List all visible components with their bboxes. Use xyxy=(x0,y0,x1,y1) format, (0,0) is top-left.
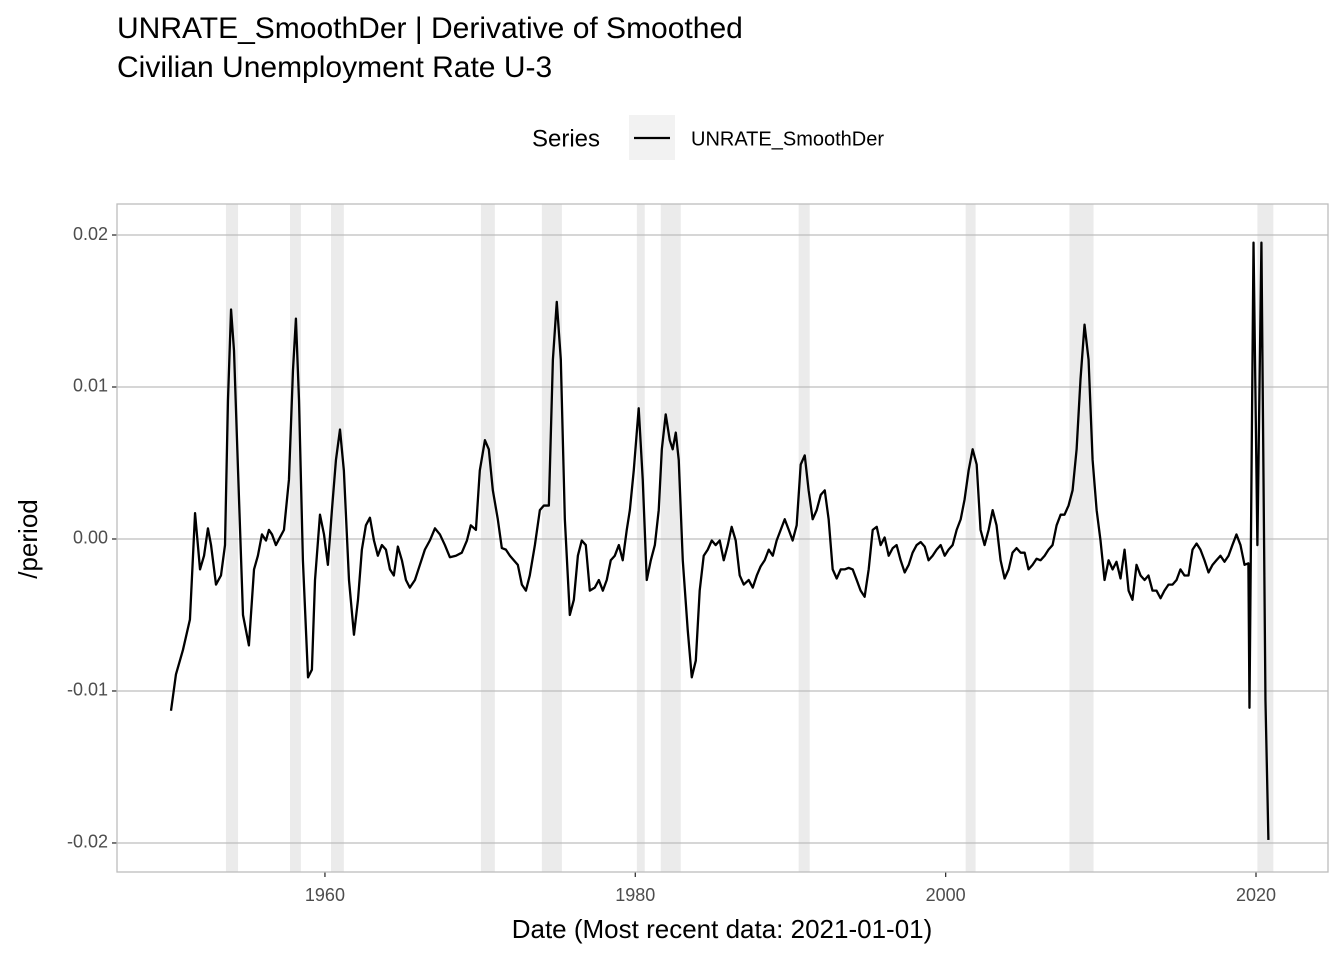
chart-title: Civilian Unemployment Rate U-3 xyxy=(117,51,552,84)
y-tick-label: 0.02 xyxy=(73,224,108,244)
plot-border xyxy=(116,203,1329,873)
y-tick-label: -0.02 xyxy=(67,832,108,852)
shaded-region xyxy=(1069,204,1094,872)
x-axis-label: Date (Most recent data: 2021-01-01) xyxy=(512,914,933,944)
x-tick-label: 1980 xyxy=(615,885,655,905)
y-tick-label: -0.01 xyxy=(67,680,108,700)
shaded-region xyxy=(225,204,239,872)
x-tick-label: 1960 xyxy=(305,885,345,905)
shaded-region xyxy=(636,204,645,872)
y-tick-label: 0.00 xyxy=(73,528,108,548)
legend-title: Series xyxy=(532,125,600,152)
x-tick-label: 2020 xyxy=(1236,885,1276,905)
shaded-region xyxy=(965,204,976,872)
shaded-region xyxy=(798,204,810,872)
shaded-region xyxy=(660,204,681,872)
shaded-region xyxy=(1257,204,1274,872)
data-line xyxy=(169,241,1270,840)
y-tick-label: 0.01 xyxy=(73,376,108,396)
shaded-region xyxy=(290,204,301,872)
x-tick-label: 2000 xyxy=(926,885,966,905)
shaded-region xyxy=(480,204,495,872)
legend-label: UNRATE_SmoothDer xyxy=(691,128,884,150)
shaded-region xyxy=(541,204,562,872)
shaded-region xyxy=(330,204,344,872)
y-axis-label: /period xyxy=(13,499,43,579)
chart-title: UNRATE_SmoothDer | Derivative of Smoothe… xyxy=(117,12,743,45)
